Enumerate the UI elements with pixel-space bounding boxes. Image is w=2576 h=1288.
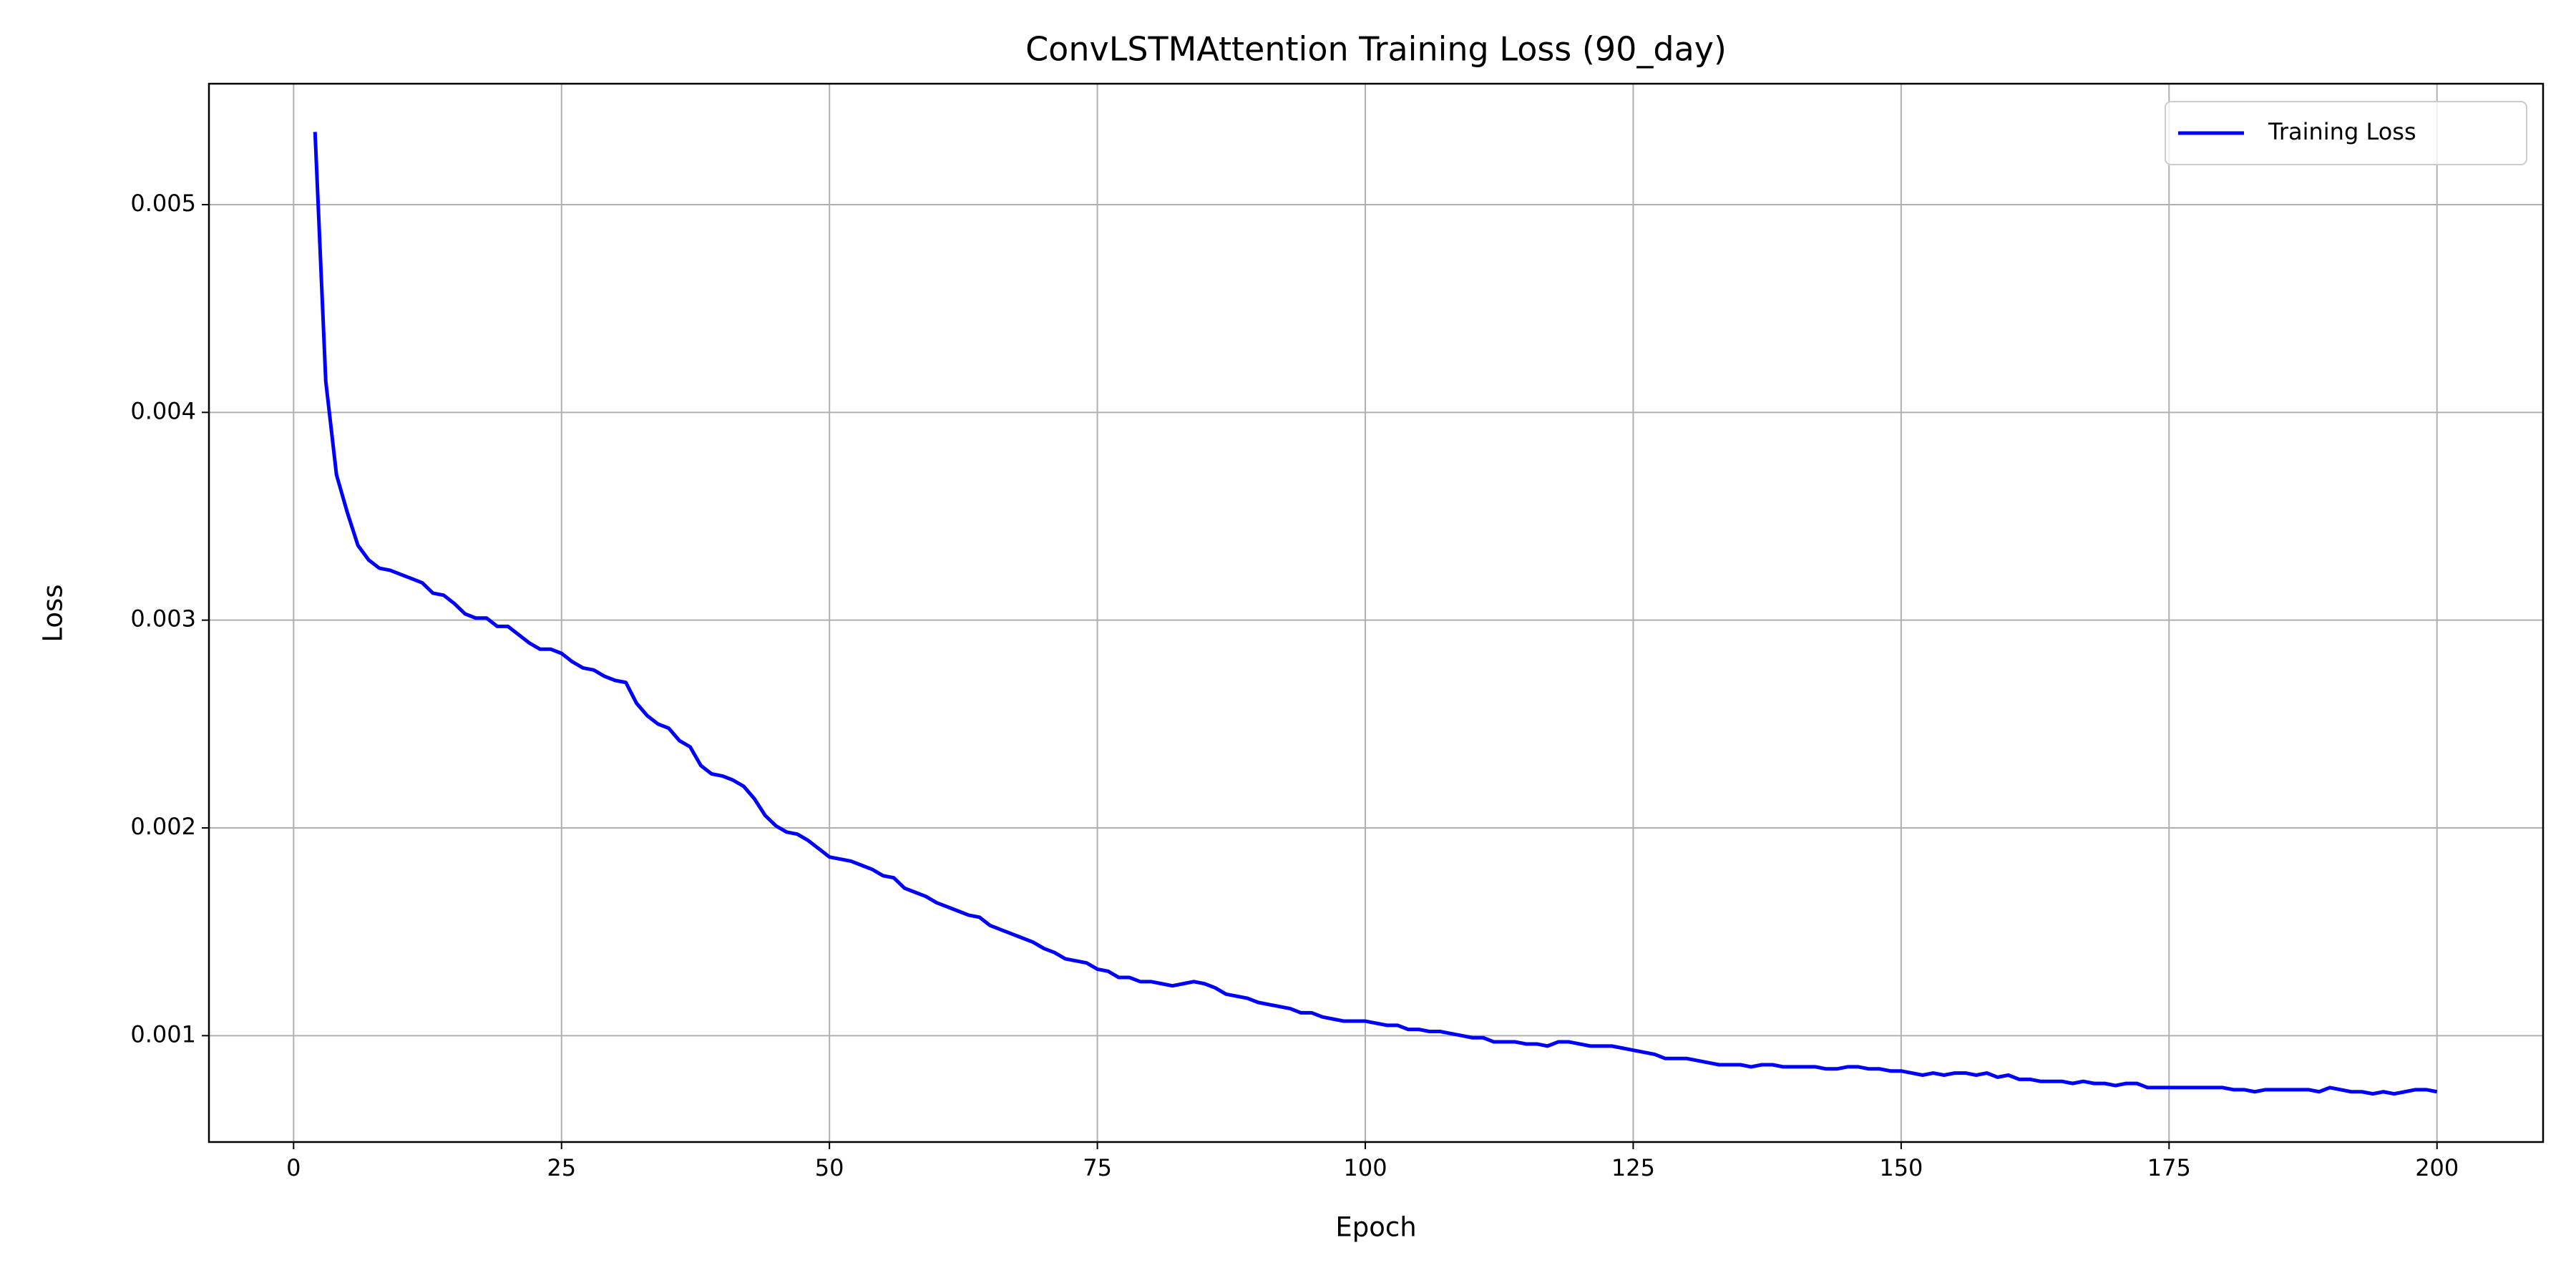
y-tick-label: 0.002	[130, 813, 196, 840]
x-tick-label: 100	[1343, 1154, 1387, 1181]
x-tick-label: 0	[286, 1154, 301, 1181]
legend-box	[2165, 101, 2527, 165]
x-tick-label: 50	[815, 1154, 844, 1181]
y-tick-label: 0.001	[130, 1020, 196, 1048]
x-tick-label: 125	[1611, 1154, 1655, 1181]
x-tick-label: 200	[2415, 1154, 2459, 1181]
y-tick-label: 0.004	[130, 397, 196, 424]
y-axis-label: Loss	[38, 584, 69, 642]
x-axis-label: Epoch	[1335, 1212, 1416, 1243]
x-tick-label: 25	[547, 1154, 576, 1181]
x-tick-label: 175	[2147, 1154, 2191, 1181]
x-tick-label: 75	[1083, 1154, 1112, 1181]
y-tick-label: 0.003	[130, 605, 196, 633]
x-tick-label: 150	[1879, 1154, 1923, 1181]
data-line	[313, 132, 2438, 1096]
legend-label: Training Loss	[2268, 118, 2416, 145]
axes-frame	[208, 82, 2545, 1143]
chart-title: ConvLSTMAttention Training Loss (90_day)	[1025, 30, 1727, 69]
y-tick-label: 0.005	[130, 190, 196, 217]
